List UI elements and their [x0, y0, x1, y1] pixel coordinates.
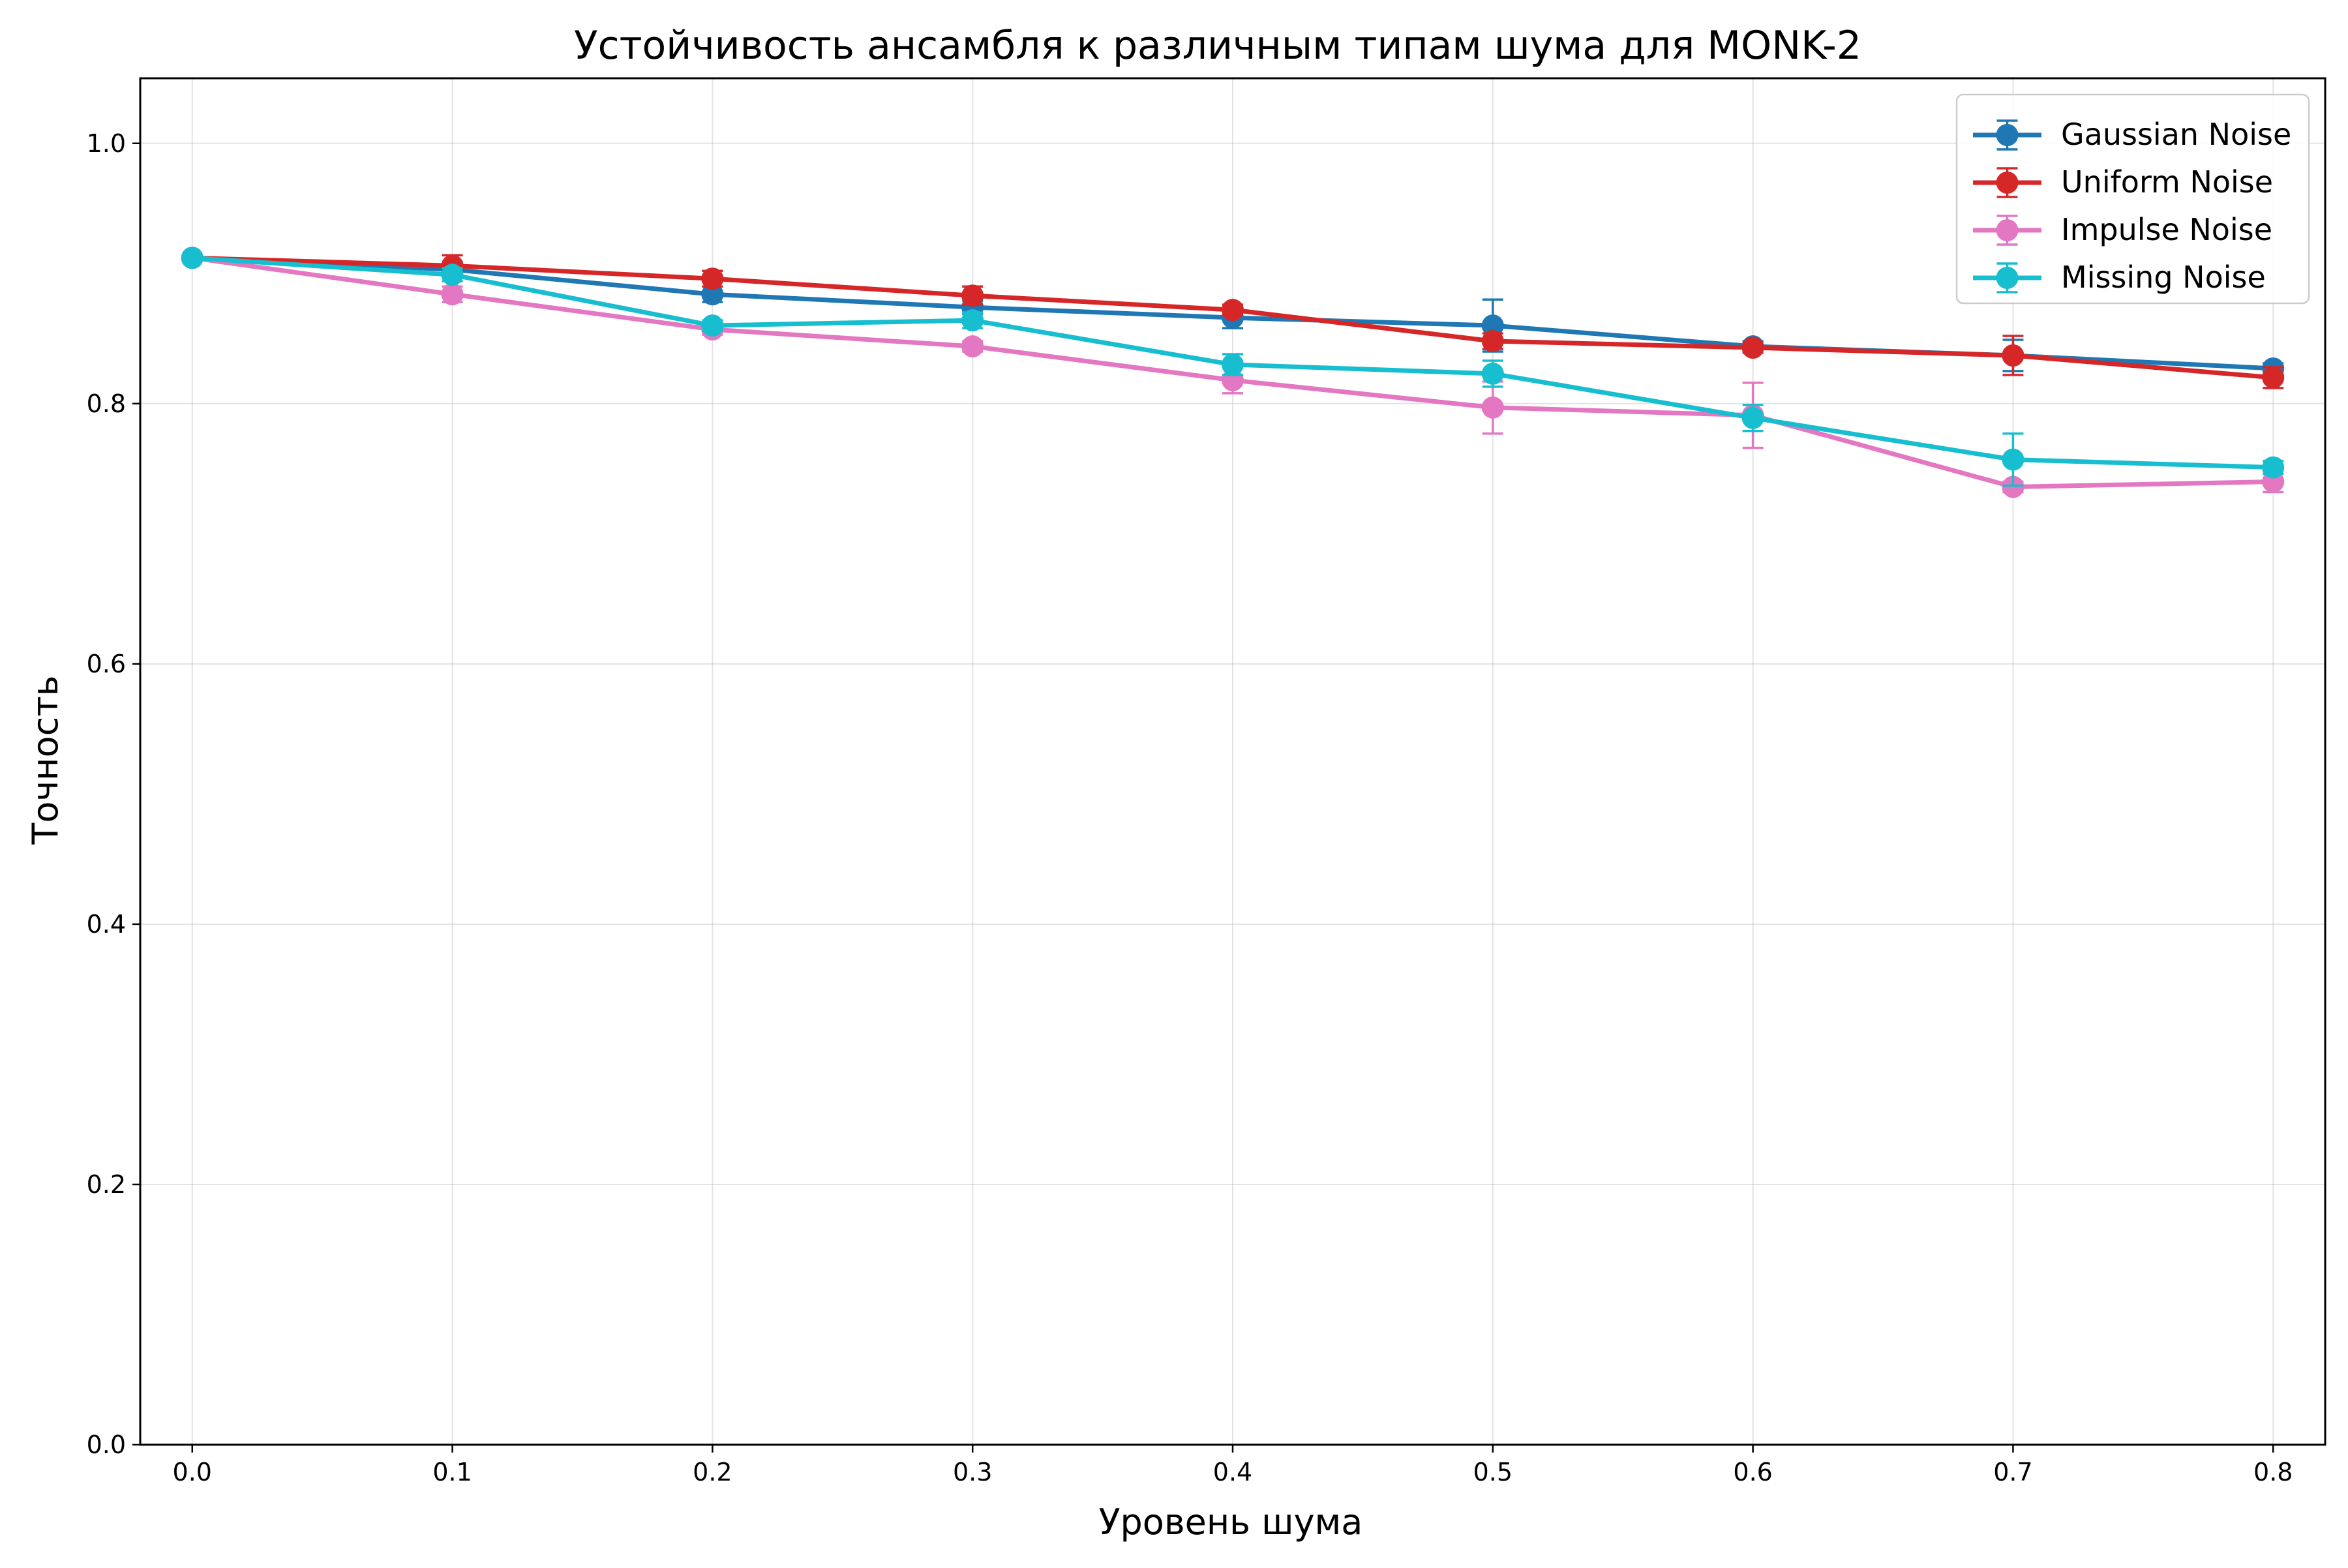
legend-swatch-marker — [1996, 267, 2019, 289]
data-point — [1481, 314, 1504, 337]
legend-item: Gaussian Noise — [1973, 117, 2291, 152]
y-tick-label: 0.0 — [87, 1430, 126, 1459]
x-tick-label: 0.2 — [693, 1458, 732, 1486]
x-tick-label: 0.6 — [1733, 1458, 1772, 1486]
tick-layer: 0.0 0.1 0.2 0.3 0.4 0.5 0.6 0.7 0.8 0.0 0.2 0.4 0.6 0… — [87, 129, 2293, 1486]
legend-label: Gaussian Noise — [2061, 117, 2291, 152]
y-tick-label: 0.8 — [87, 389, 126, 418]
x-tick-label: 0.8 — [2253, 1458, 2293, 1486]
x-tick-label: 0.4 — [1213, 1458, 1252, 1486]
legend-swatch-marker — [1996, 172, 2019, 194]
y-tick-label: 0.4 — [87, 910, 126, 939]
data-point — [2002, 475, 2024, 498]
data-point — [1481, 330, 1504, 353]
x-axis-label: Уровень шума — [1099, 1501, 1363, 1543]
y-tick-label: 1.0 — [87, 129, 126, 158]
data-point — [1222, 353, 1244, 376]
x-tick-label: 0.3 — [953, 1458, 992, 1486]
data-point — [1481, 396, 1504, 419]
chart-title: Устойчивость ансамбля к различным типам … — [574, 23, 1861, 68]
data-point — [1741, 406, 1764, 429]
legend-label: Impulse Noise — [2061, 212, 2272, 247]
data-point — [2262, 456, 2285, 479]
data-point — [1481, 362, 1504, 385]
data-point — [961, 284, 984, 307]
x-tick-label: 0.0 — [173, 1458, 212, 1486]
data-point — [181, 247, 203, 269]
data-point — [701, 283, 724, 306]
data-point — [961, 309, 984, 332]
data-point — [961, 335, 984, 358]
legend-swatch-marker — [1996, 124, 2019, 146]
data-point — [2262, 366, 2285, 389]
legend-label: Missing Noise — [2061, 260, 2266, 295]
x-tick-label: 0.7 — [1993, 1458, 2032, 1486]
legend-item: Uniform Noise — [1973, 164, 2273, 200]
legend-item: Impulse Noise — [1973, 212, 2272, 247]
legend-box — [1955, 93, 2310, 305]
y-tick-label: 0.2 — [87, 1170, 126, 1199]
data-point — [701, 267, 724, 290]
x-tick-label: 0.1 — [432, 1458, 472, 1486]
data-point — [701, 314, 724, 337]
x-tick-label: 0.5 — [1473, 1458, 1513, 1486]
series-missing-noise — [181, 247, 2285, 487]
data-point — [1741, 337, 1764, 359]
legend-swatch-marker — [1996, 219, 2019, 241]
data-point — [441, 264, 464, 286]
legend: Gaussian Noise Uniform Noise Impulse Noise… — [1955, 93, 2310, 305]
y-tick-label: 0.6 — [87, 650, 126, 678]
data-point — [2002, 448, 2024, 471]
data-point — [441, 283, 464, 306]
legend-label: Uniform Noise — [2061, 164, 2273, 200]
data-point — [2002, 344, 2024, 367]
data-point — [1222, 299, 1244, 322]
legend-item: Missing Noise — [1973, 260, 2266, 295]
y-axis-label: Точность — [25, 675, 66, 845]
series-layer — [181, 247, 2285, 498]
